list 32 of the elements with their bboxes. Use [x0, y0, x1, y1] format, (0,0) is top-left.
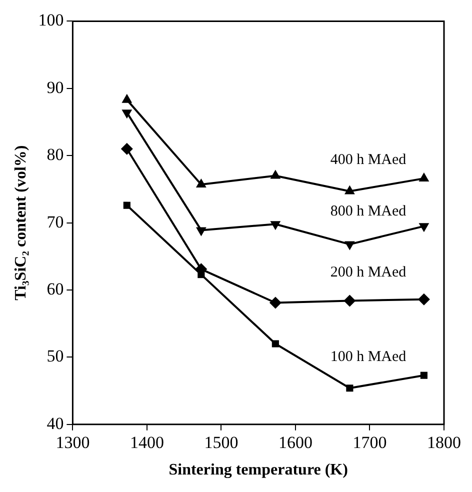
y-tick-label: 100 [38, 10, 64, 30]
series-label: 800 h MAed [330, 204, 407, 220]
x-tick-label: 1400 [130, 433, 164, 452]
x-tick-label: 1800 [427, 433, 461, 452]
point [418, 172, 430, 182]
point [346, 384, 354, 392]
point [344, 185, 355, 194]
point [196, 178, 206, 188]
y-tick-label: 60 [46, 279, 64, 298]
point [272, 340, 279, 348]
series-label: 200 h MAed [330, 264, 407, 280]
point [120, 142, 133, 155]
x-tick-label: 1600 [278, 433, 312, 452]
x-tick-label: 1500 [204, 433, 238, 452]
point [269, 296, 282, 309]
y-tick-label: 80 [46, 145, 64, 164]
y-tick-label: 70 [46, 212, 64, 232]
x-tick-label: 1300 [56, 433, 90, 452]
y-tick-label: 40 [46, 414, 64, 433]
x-tick-label: 1700 [352, 433, 387, 452]
point [122, 94, 132, 103]
x-axis-title: Sintering temperature (K) [168, 462, 348, 479]
y-tick-label: 50 [46, 346, 64, 366]
point [418, 293, 430, 306]
point [123, 202, 130, 209]
series-label: 400 h MAed [330, 152, 407, 168]
y-axis-title: Ti₃SiC₂ content (vol%) [12, 145, 30, 300]
point [270, 170, 281, 179]
point [344, 294, 356, 307]
series-label: 100 h MAed [330, 348, 407, 365]
y-tick-label: 90 [46, 78, 64, 97]
point [420, 372, 428, 379]
